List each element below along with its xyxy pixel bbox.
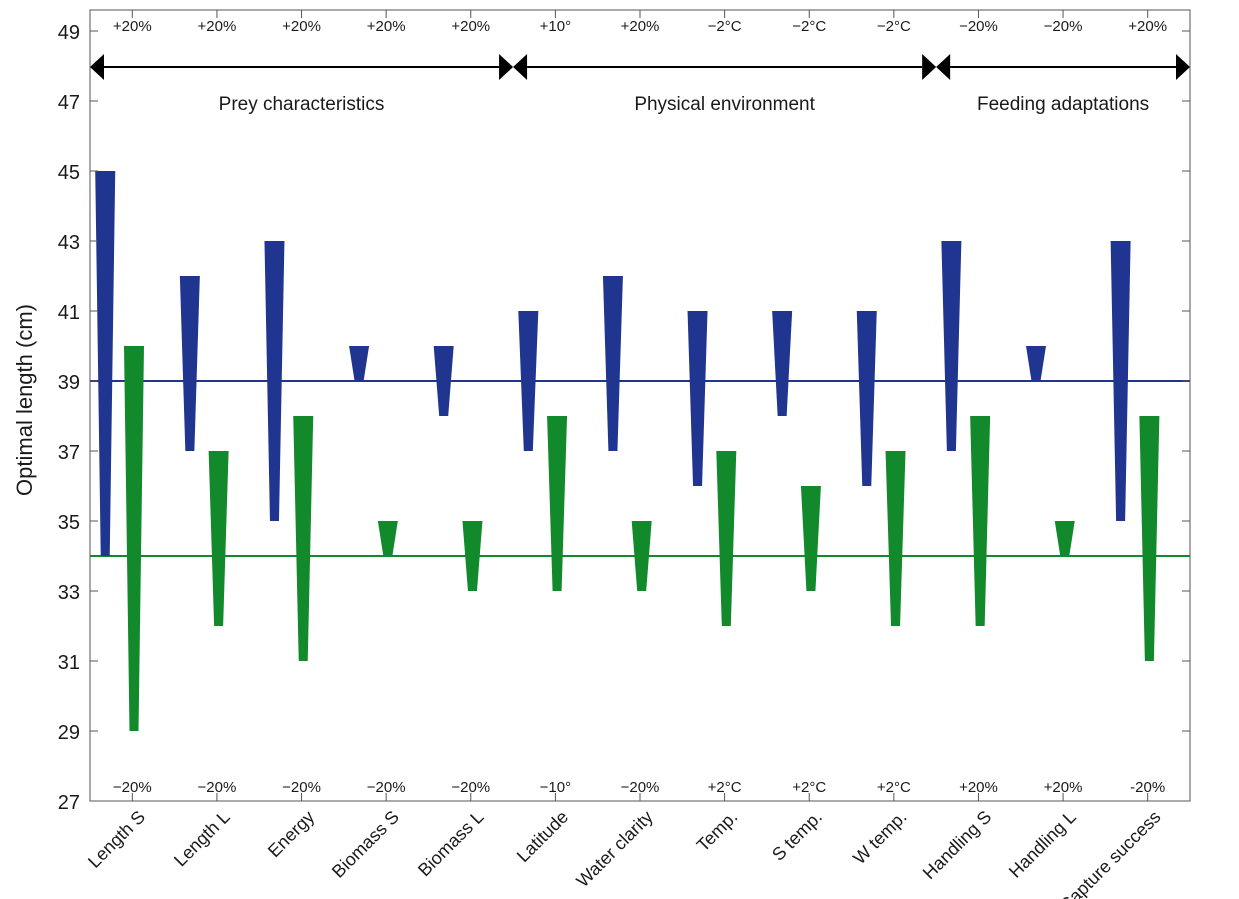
- group-arrowhead-left: [936, 54, 951, 80]
- bottom-change-label: +2°C: [792, 779, 826, 796]
- bar-series2-3: [293, 416, 314, 661]
- bar-series1-3: [264, 241, 285, 521]
- bottom-change-label: −20%: [113, 779, 152, 796]
- bar-series2-10: [885, 451, 906, 626]
- bottom-change-label: −20%: [282, 779, 321, 796]
- top-change-label: +10°: [540, 18, 571, 35]
- bar-series1-4: [349, 346, 370, 381]
- bottom-change-label: −10°: [540, 779, 571, 796]
- top-change-label: +20%: [621, 18, 660, 35]
- top-change-label: +20%: [198, 18, 237, 35]
- bar-series1-11: [941, 241, 962, 451]
- bottom-change-label: -20%: [1130, 779, 1165, 796]
- bar-series2-1: [124, 346, 144, 731]
- top-change-label: −2°C: [708, 18, 742, 35]
- top-change-label: −2°C: [877, 18, 911, 35]
- top-change-label: −20%: [1044, 18, 1083, 35]
- bar-series2-11: [970, 416, 991, 626]
- top-change-label: −2°C: [792, 18, 826, 35]
- bar-series1-9: [772, 311, 793, 416]
- y-tick-label: 45: [58, 162, 80, 184]
- bar-series2-2: [208, 451, 229, 626]
- group-brackets: Prey characteristics Physical environment…: [90, 54, 1190, 115]
- bottom-change-label: +20%: [959, 779, 998, 796]
- top-change-label: −20%: [959, 18, 998, 35]
- y-tick-label: 33: [58, 582, 80, 604]
- top-change-label: +20%: [367, 18, 406, 35]
- bottom-change-label: −20%: [621, 779, 660, 796]
- y-tick-label: 29: [58, 722, 80, 744]
- x-category-label: Temp.: [693, 807, 742, 856]
- group-arrowhead-left: [90, 54, 104, 80]
- top-change-label: +20%: [113, 18, 152, 35]
- bar-series1-1: [95, 171, 116, 556]
- bottom-change-label: +2°C: [877, 779, 911, 796]
- bar-series2-7: [631, 521, 652, 591]
- group-label: Feeding adaptations: [977, 94, 1149, 115]
- y-axis-label: Optimal length (cm): [12, 304, 37, 496]
- y-tick-label: 49: [58, 22, 80, 44]
- y-tick-label: 43: [58, 232, 80, 254]
- bar-series2-13: [1139, 416, 1160, 661]
- plot-frame: [89, 9, 1191, 802]
- y-tick-label: 27: [58, 792, 80, 814]
- x-category-label: W temp.: [849, 807, 911, 869]
- x-category-label: Length S: [84, 807, 149, 872]
- y-tick-label: 31: [58, 652, 80, 674]
- group-arrowhead-right: [922, 54, 937, 80]
- group-arrowhead-right: [1176, 54, 1190, 80]
- x-category-label: Latitude: [513, 807, 572, 866]
- bar-series1-13: [1110, 241, 1131, 521]
- x-category-label: Biomass S: [328, 807, 403, 882]
- bar-series2-5: [462, 521, 483, 591]
- bottom-change-label: +2°C: [708, 779, 742, 796]
- bar-series1-6: [518, 311, 539, 451]
- bar-series1-5: [433, 346, 454, 416]
- group-arrowhead-left: [513, 54, 528, 80]
- y-tick-label: 47: [58, 92, 80, 114]
- bar-series1-7: [602, 276, 623, 451]
- x-category-label: Energy: [264, 807, 318, 861]
- bar-series2-9: [800, 486, 821, 591]
- bottom-change-label: −20%: [198, 779, 237, 796]
- bar-series2-8: [716, 451, 737, 626]
- x-category-label: Water clarity: [572, 807, 656, 891]
- y-tick-label: 41: [58, 302, 80, 324]
- y-tick-label: 39: [58, 372, 80, 394]
- y-tick-label: 37: [58, 442, 80, 464]
- group-label: Prey characteristics: [219, 94, 385, 115]
- group-label: Physical environment: [634, 94, 815, 115]
- y-tick-label: 35: [58, 512, 80, 534]
- x-category-label: S temp.: [768, 807, 826, 865]
- bottom-change-label: −20%: [451, 779, 490, 796]
- top-change-label: +20%: [451, 18, 490, 35]
- x-category-label: Biomass L: [414, 807, 488, 881]
- bar-series1-8: [687, 311, 708, 486]
- bar-series1-12: [1026, 346, 1046, 381]
- top-change-label: +20%: [1128, 18, 1167, 35]
- bar-series1-2: [179, 276, 200, 451]
- bottom-change-label: +20%: [1044, 779, 1083, 796]
- bar-series2-6: [547, 416, 568, 591]
- bottom-change-label: −20%: [367, 779, 406, 796]
- bar-series2-4: [377, 521, 398, 556]
- x-category-label: Length L: [170, 807, 234, 871]
- x-category-label: Handling S: [919, 807, 995, 883]
- bar-series2-12: [1054, 521, 1075, 556]
- x-category-label: Handling L: [1005, 807, 1080, 882]
- bars: [95, 171, 1160, 731]
- group-arrowhead-right: [499, 54, 514, 80]
- bar-series1-10: [856, 311, 877, 486]
- top-change-label: +20%: [282, 18, 321, 35]
- direction-labels: +20% −20% +20% −20% +20% −20% +20% −20% +20% −20%…: [113, 18, 1167, 796]
